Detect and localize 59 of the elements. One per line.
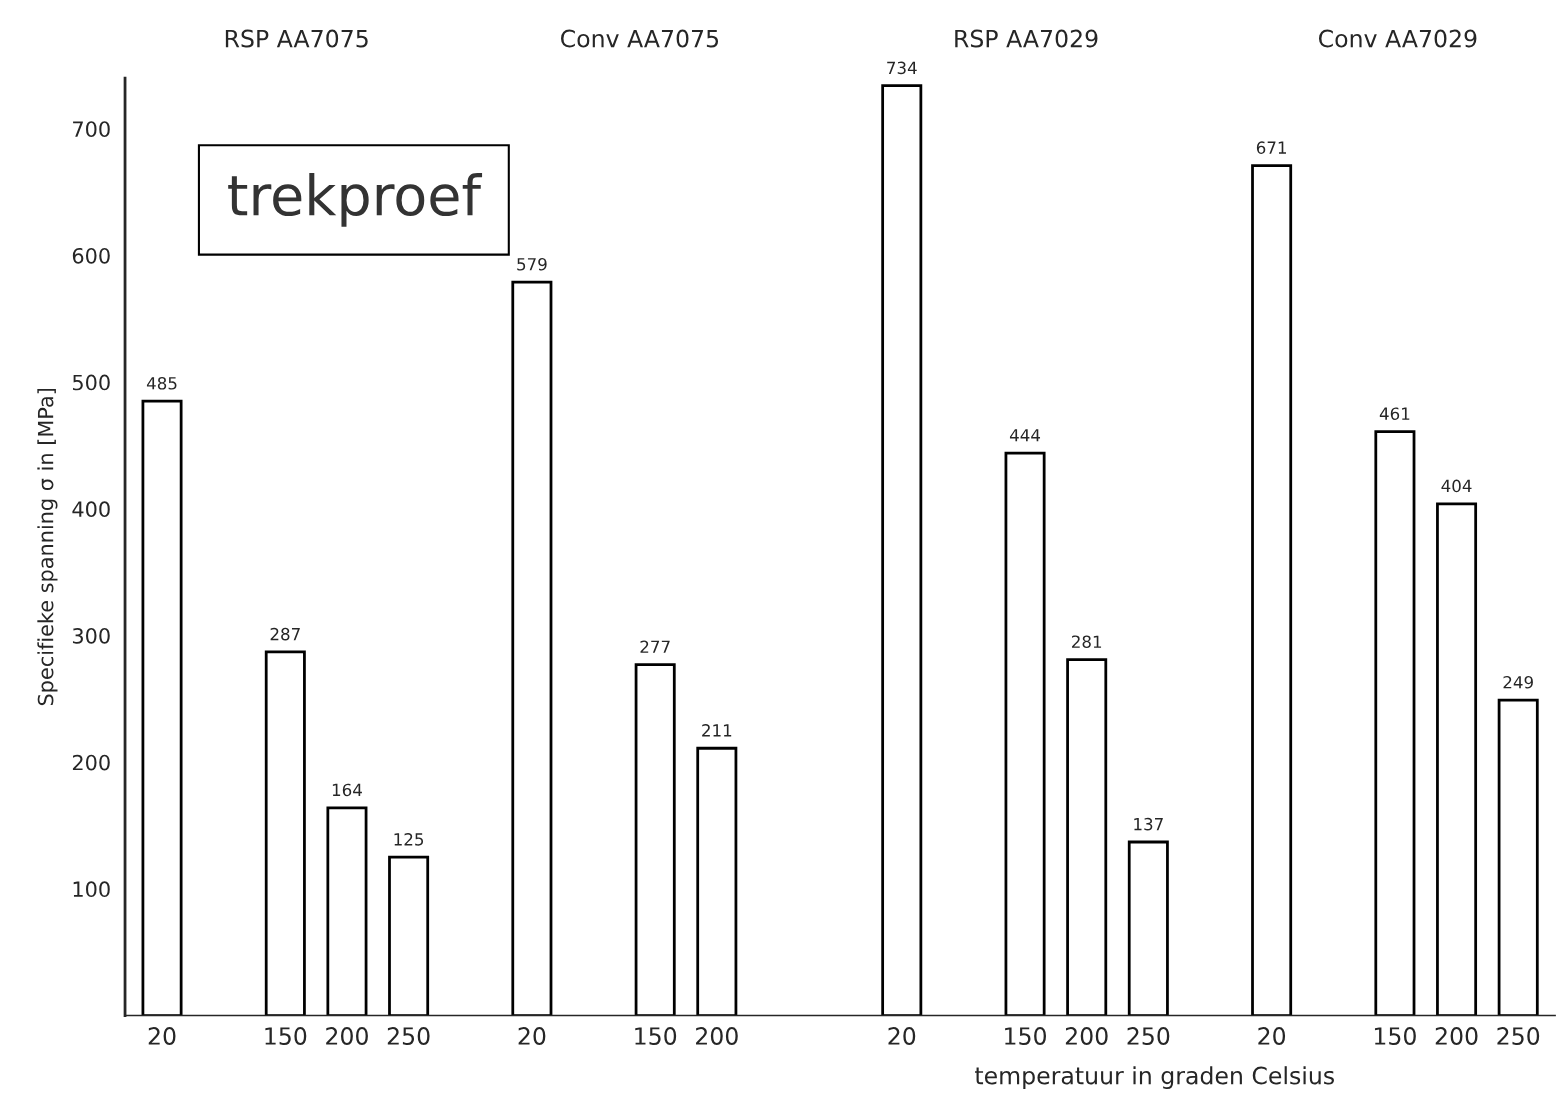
- bar: [1127, 840, 1169, 1016]
- annotation: trekproef: [228, 173, 483, 227]
- data-label: 164: [332, 783, 362, 797]
- data-label: 125: [394, 833, 424, 846]
- bar: [141, 399, 183, 1016]
- y-tick-label: 500: [72, 374, 110, 391]
- x-tick-label: 150: [635, 1027, 677, 1045]
- data-label: 277: [640, 640, 670, 653]
- x-tick-label: 150: [1005, 1027, 1047, 1045]
- x-tick-label: 250: [387, 1027, 430, 1045]
- x-tick-label: 20: [888, 1027, 916, 1045]
- y-tick-label: 700: [73, 121, 110, 137]
- y-axis-title: Specifieke spanning σ in [MPa]: [37, 388, 58, 706]
- y-tick-label: 300: [72, 627, 110, 644]
- x-tick-label: 200: [696, 1027, 738, 1045]
- x-tick-label: 200: [326, 1027, 368, 1045]
- bar: [1004, 451, 1046, 1016]
- bar: [1374, 430, 1416, 1016]
- data-label: 444: [1009, 429, 1041, 442]
- x-tick-label: 200: [1435, 1027, 1478, 1045]
- x-tick-label: 150: [265, 1027, 307, 1045]
- data-label: 671: [1256, 141, 1286, 154]
- y-tick-label: 100: [73, 881, 110, 898]
- data-label: 404: [1441, 479, 1472, 493]
- x-tick-label: 20: [518, 1027, 546, 1045]
- text: RSP AA7075: [225, 29, 368, 48]
- data-label: 249: [1503, 675, 1533, 689]
- data-label: 579: [517, 257, 547, 271]
- x-tick-label: 150: [1374, 1027, 1416, 1045]
- bar: [1436, 502, 1478, 1016]
- x-tick-label: 250: [1497, 1027, 1540, 1045]
- data-label: 287: [270, 627, 300, 641]
- bar: [1066, 658, 1108, 1016]
- data-label: 734: [887, 61, 917, 75]
- bar: [696, 746, 738, 1016]
- bar: [634, 663, 676, 1016]
- bar: [1497, 698, 1539, 1016]
- data-label: 485: [146, 376, 177, 390]
- x-axis-title: temperatuur in graden Celsius: [975, 1066, 1334, 1090]
- data-label: 461: [1379, 407, 1410, 420]
- text: Conv AA7075: [561, 29, 719, 48]
- data-label: 137: [1134, 817, 1163, 831]
- x-tick-label: 200: [1065, 1027, 1108, 1045]
- text: Conv AA7029: [1318, 29, 1477, 48]
- x-tick-label: 20: [1258, 1027, 1286, 1045]
- bar: [1251, 164, 1293, 1016]
- y-tick-label: 200: [72, 754, 110, 771]
- bar: [388, 855, 430, 1016]
- bar: [326, 806, 368, 1016]
- bar: [881, 84, 923, 1016]
- data-label: 211: [702, 724, 732, 737]
- bar: [264, 650, 306, 1016]
- y-tick-label: 600: [72, 247, 110, 264]
- bar: [511, 280, 553, 1016]
- text: RSP AA7029: [955, 29, 1098, 48]
- x-tick-label: 250: [1127, 1027, 1170, 1045]
- x-tick-label: 20: [148, 1027, 176, 1045]
- data-label: 281: [1072, 635, 1102, 649]
- y-tick-label: 400: [72, 501, 110, 518]
